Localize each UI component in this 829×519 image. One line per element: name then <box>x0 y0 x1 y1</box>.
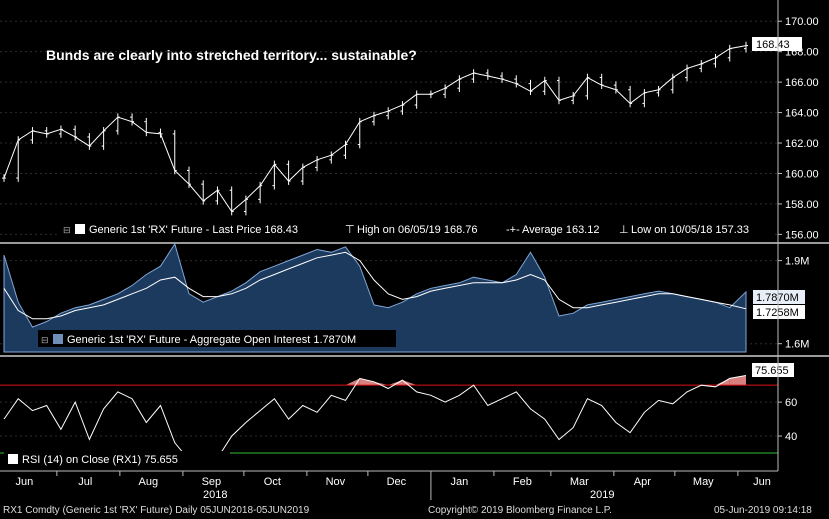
x-tick-label: Jun <box>753 476 771 488</box>
legend-swatch-icon <box>8 454 18 464</box>
rsi-y-axis: 40 60 <box>778 397 797 443</box>
price-legend-label: Generic 1st 'RX' Future - Last Price 168… <box>89 224 298 236</box>
legend-swatch-icon <box>53 334 63 344</box>
legend-box-icon: ⊟ <box>63 225 71 235</box>
y-tick-label: 158.00 <box>785 199 819 211</box>
legend-swatch-icon <box>75 224 85 234</box>
oi-legend: ⊟ Generic 1st 'RX' Future - Aggregate Op… <box>38 330 396 347</box>
x-tick-label: Jan <box>450 476 468 488</box>
footer-ticker: RX1 Comdty (Generic 1st 'RX' Future) Dai… <box>3 505 310 516</box>
x-tick-label: Apr <box>634 476 651 488</box>
price-last-value-tag: 168.43 <box>752 37 802 51</box>
oi-ma-value-tag: 1.7258M <box>753 305 805 319</box>
y-tick-label: 164.00 <box>785 108 819 120</box>
oi-value-tag: 1.7870M <box>753 290 805 304</box>
x-tick-label: Oct <box>264 476 281 488</box>
x-tick-label: Sep <box>202 476 222 488</box>
rsi-value-tag: 75.655 <box>752 363 794 377</box>
oi-ma-last-value: 1.7258M <box>756 307 799 319</box>
oi-moving-average <box>3 251 747 320</box>
rsi-panel: 40 60 75.655 RSI (14) on Close (RX1) 75.6… <box>0 363 797 467</box>
y-tick-label: 156.00 <box>785 229 819 241</box>
x-tick-label: Jun <box>15 476 33 488</box>
footer-bar: RX1 Comdty (Generic 1st 'RX' Future) Dai… <box>0 503 829 519</box>
high-icon: ⊤ <box>345 224 355 236</box>
rsi-legend: RSI (14) on Close (RX1) 75.655 <box>4 451 230 467</box>
legend-box-icon: ⊟ <box>41 335 49 345</box>
y-tick-label: 1.6M <box>785 339 809 351</box>
price-series <box>2 41 748 216</box>
price-y-axis: 156.00158.00160.00162.00164.00166.00168.… <box>778 16 819 241</box>
y-tick-label: 160.00 <box>785 168 819 180</box>
x-tick-label: Aug <box>139 476 159 488</box>
price-panel: Bunds are clearly into stretched territo… <box>0 16 819 241</box>
oi-y-axis: 1.6M 1.9M <box>778 256 809 351</box>
x-tick-label: Jul <box>78 476 92 488</box>
x-tick-label: Dec <box>387 476 407 488</box>
price-last-value: 168.43 <box>756 39 790 51</box>
price-average-label: Average 163.12 <box>522 224 599 236</box>
rsi-overbought-fill <box>402 380 417 386</box>
y-tick-label: 40 <box>785 431 797 443</box>
oi-area-series <box>3 242 747 353</box>
average-icon: -+- <box>506 224 520 236</box>
footer-copyright: Copyright© 2019 Bloomberg Finance L.P. <box>428 505 612 516</box>
rsi-overbought-fill <box>373 381 389 386</box>
price-high-label: High on 06/05/19 168.76 <box>357 224 478 236</box>
open-interest-panel: 1.6M 1.9M 1.7870M 1.7258M ⊟ Generic 1st '… <box>0 242 809 353</box>
price-line <box>3 45 747 213</box>
low-icon: ⊥ <box>619 224 629 236</box>
y-tick-label: 1.9M <box>785 256 809 268</box>
rsi-overbought-fill <box>388 380 403 386</box>
rsi-overbought-fill <box>715 378 730 386</box>
footer-timestamp: 05-Jun-2019 09:14:18 <box>714 505 812 516</box>
price-legend: ⊟ Generic 1st 'RX' Future - Last Price 1… <box>60 219 774 237</box>
x-axis-months: Jun Jul Aug Sep Oct Nov Dec Jan Feb Mar Apr May Jun <box>15 471 771 500</box>
price-low-label: Low on 10/05/18 157.33 <box>631 224 749 236</box>
rsi-line <box>3 375 747 464</box>
x-axis-year-2019: 2019 <box>590 489 614 501</box>
oi-legend-label: Generic 1st 'RX' Future - Aggregate Open… <box>67 334 356 346</box>
rsi-legend-label: RSI (14) on Close (RX1) 75.655 <box>22 454 178 466</box>
rsi-last-value: 75.655 <box>755 365 789 377</box>
rsi-overbought-fill <box>359 378 374 386</box>
y-tick-label: 60 <box>785 397 797 409</box>
oi-last-value: 1.7870M <box>756 292 799 304</box>
chart-title: Bunds are clearly into stretched territo… <box>46 47 417 63</box>
y-tick-label: 170.00 <box>785 16 819 28</box>
x-tick-label: Feb <box>513 476 532 488</box>
y-tick-label: 166.00 <box>785 77 819 89</box>
x-tick-label: Mar <box>570 476 589 488</box>
y-tick-label: 162.00 <box>785 138 819 150</box>
x-tick-label: Nov <box>326 476 346 488</box>
x-axis-year-2018: 2018 <box>203 489 227 501</box>
x-tick-label: May <box>693 476 714 488</box>
x-axis: Jun Jul Aug Sep Oct Nov Dec Jan Feb Mar Apr May Jun … <box>0 470 778 501</box>
